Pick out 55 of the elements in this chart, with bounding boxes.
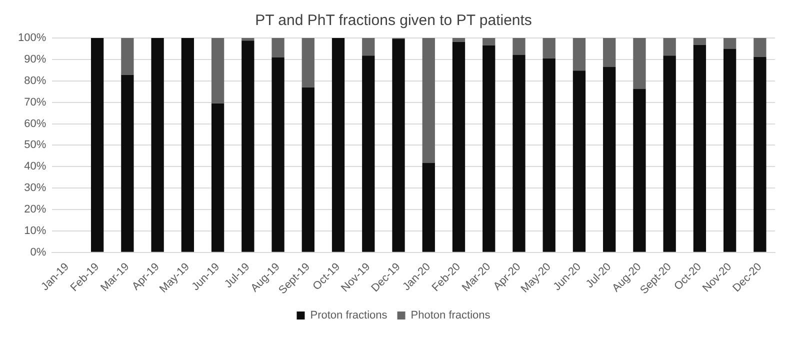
y-tick-label: 50% [24, 139, 46, 152]
bar [512, 38, 526, 55]
bar [211, 103, 224, 252]
bar [422, 163, 435, 252]
bar [693, 38, 706, 45]
y-tick-label: 80% [24, 74, 46, 87]
bar [422, 38, 435, 164]
bar [482, 46, 496, 252]
y-tick-label: 10% [24, 225, 46, 238]
bar [754, 38, 766, 57]
chart-title: PT and PhT fractions given to PT patients [255, 12, 532, 30]
bar [90, 38, 104, 252]
bar [151, 38, 164, 252]
bar [482, 38, 496, 46]
bar [723, 38, 736, 49]
bar [603, 66, 616, 252]
bar [633, 89, 646, 252]
bar [302, 38, 314, 88]
bar [542, 38, 556, 58]
legend-label: Proton fractions [310, 310, 388, 322]
bar [723, 48, 736, 252]
y-tick-label: 0% [30, 246, 46, 258]
y-tick-label: 30% [24, 182, 46, 194]
bar [121, 74, 134, 252]
y-tick-label: 20% [24, 204, 46, 216]
bar [603, 38, 616, 67]
bar [693, 44, 706, 252]
bar [512, 54, 526, 252]
y-tick-label: 40% [24, 160, 46, 173]
bar [633, 38, 646, 90]
bar [272, 38, 284, 58]
bar [121, 38, 134, 75]
bar [211, 38, 224, 104]
bar [572, 70, 586, 252]
bar [362, 38, 375, 56]
y-tick-label: 60% [24, 118, 46, 130]
bar [272, 57, 284, 252]
bar [452, 38, 466, 42]
y-tick-label: 100% [18, 32, 46, 44]
bar [332, 38, 345, 252]
bar [362, 56, 375, 252]
bar [392, 38, 405, 252]
bar [572, 38, 586, 71]
bar [754, 56, 766, 252]
bar [181, 38, 194, 252]
bar [663, 38, 676, 56]
bar [663, 56, 676, 252]
bar [242, 38, 254, 41]
legend-label: Photon fractions [410, 310, 491, 322]
y-tick-label: 90% [24, 53, 46, 66]
bar [302, 87, 314, 252]
bar [452, 42, 466, 252]
bar [242, 40, 254, 252]
bar [542, 58, 556, 252]
y-tick-label: 70% [24, 96, 46, 108]
